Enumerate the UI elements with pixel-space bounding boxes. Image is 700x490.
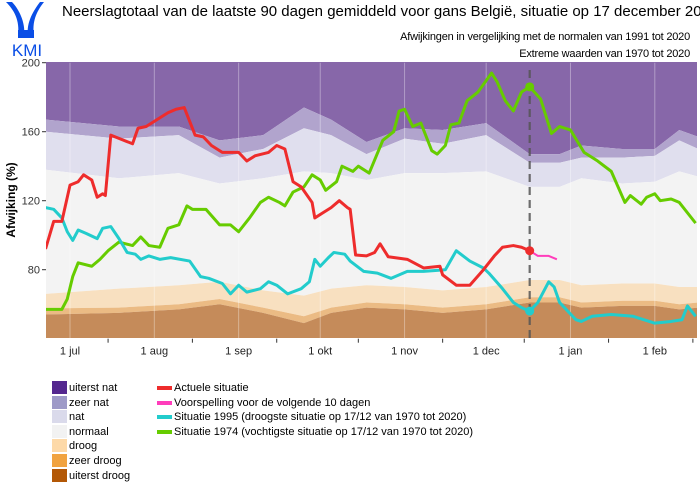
legend-swatch [52,468,67,482]
legend-label: Actuele situatie [174,382,249,394]
chart-subtitle-extremes: Extreme waarden van 1970 tot 2020 [519,48,690,60]
chart-title: Neerslagtotaal van de laatste 90 dagen g… [62,3,700,20]
legend-label: Situatie 1974 (vochtigste situatie op 17… [174,425,474,438]
precipitation-chart: 80 120 160 200 1 jul 1 aug 1 sep 1 okt 1 nov 1 de… [4,58,697,358]
y-axis-label: Afwijking (%) [4,162,18,237]
y-tick-label: 120 [22,196,40,208]
series-line-actueel [46,106,531,287]
legend-label: droog [69,440,98,453]
y-tick-label: 80 [28,265,40,277]
current-point [525,82,535,92]
legend-label: Situatie 1995 (droogste situatie op 17/1… [174,411,467,424]
legend-label: zeer droog [69,455,122,467]
legend-label: Voorspelling voor de volgende 10 dagen [174,396,371,409]
legend-label: normaal [69,425,109,438]
legend-label: nat [69,411,85,424]
band-zeer-nat [46,107,697,163]
chart-subtitle-normals: Afwijkingen in vergelijking met de norma… [400,31,690,43]
x-tick-label: 1 sep [225,346,252,358]
band-nat [46,128,697,187]
current-point [525,246,535,256]
band-droog [46,280,697,317]
legend-line-sample [157,415,172,420]
legend-line-sample [157,429,172,434]
x-tick-label: 1 nov [391,346,418,358]
legend-swatch [52,381,67,394]
kmi-logo-text: KMI [12,41,42,58]
legend-line-sample [157,386,172,390]
x-tick-label: 1 feb [643,346,667,358]
series-line-1995 [46,206,697,325]
legend-label: uiterst nat [69,382,118,394]
legend-line-sample [157,400,172,405]
band-uiterst-droog [46,302,697,338]
axes: 80 120 160 200 1 jul 1 aug 1 sep 1 okt 1 nov 1 de… [22,58,694,358]
x-tick-label: 1 dec [473,346,500,358]
series-line-voorspelling [529,249,558,261]
legend-label: zeer nat [69,396,109,409]
x-tick-label: 1 aug [141,346,169,358]
x-tick-label: 1 jan [559,346,583,358]
legend-swatch [52,454,67,467]
x-tick-label: 1 jul [60,346,80,358]
y-tick-label: 200 [22,58,40,70]
x-tick-label: 1 okt [308,346,332,358]
band-normaal [46,169,697,296]
legend-swatch [52,395,67,409]
climate-bands [46,62,697,338]
kmi-logo: KMI [6,2,44,58]
current-point [525,306,535,316]
legend-swatch [52,439,67,453]
series-line-1974 [46,71,697,311]
band-zeer-droog [46,297,697,324]
band-uiterst-nat [46,62,697,155]
legend-label: uiterst droog [69,469,131,482]
legend-swatch [52,424,67,438]
legend-swatch [52,410,67,424]
series-lines [46,70,697,338]
y-tick-label: 160 [22,127,40,139]
